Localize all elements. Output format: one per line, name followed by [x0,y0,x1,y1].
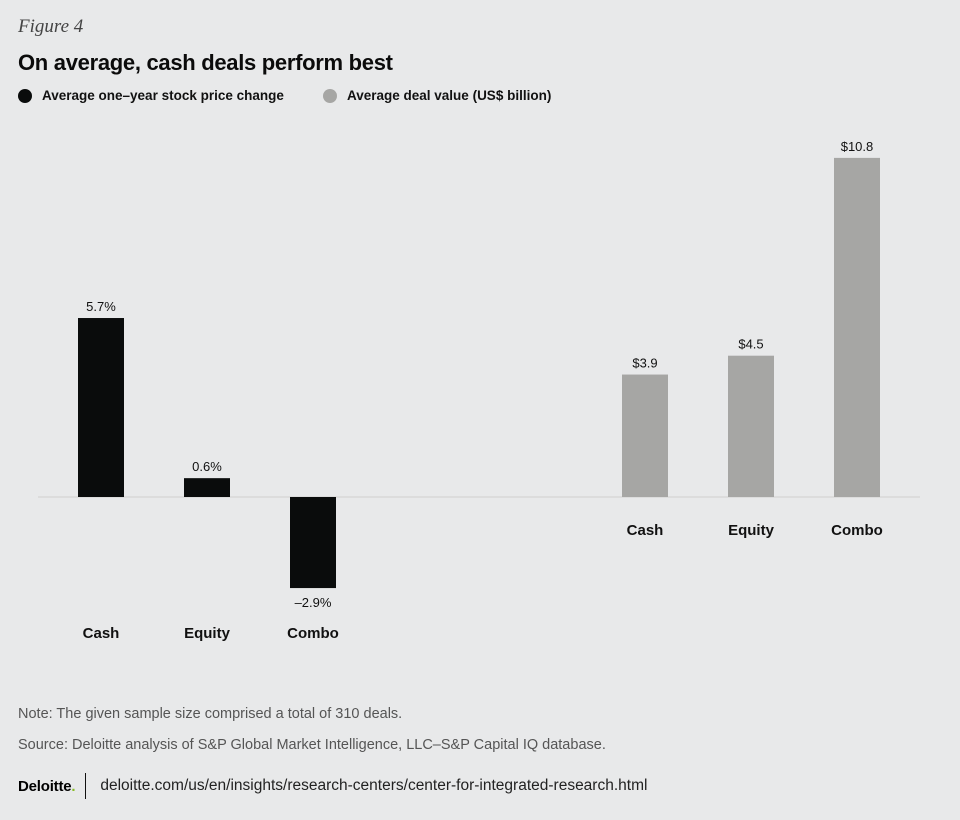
figure-label: Figure 4 [18,16,84,37]
legend-swatch-black [18,88,32,103]
logo-text: Deloitte [18,777,72,795]
data-label: $10.8 [841,139,874,154]
footer-url-link[interactable]: deloitte.com/us/en/insights/research-cen… [100,777,648,794]
legend-label: Average one–year stock price change [42,88,284,103]
category-label: Cash [83,625,120,642]
logo-dot: . [71,777,76,795]
note-text: Note: The given sample size comprised a … [18,706,403,722]
bar-stock-change-equity [184,478,230,497]
footer: Deloitte. deloitte.com/us/en/insights/re… [18,772,647,800]
bar-stock-change-cash [78,318,124,497]
data-label: 5.7% [86,299,116,314]
category-label: Combo [831,522,883,539]
bar-stock-change-combo [290,497,336,589]
data-label: $4.5 [738,337,763,352]
category-label: Cash [627,522,664,539]
category-label: Equity [184,625,230,642]
source-text: Source: Deloitte analysis of S&P Global … [18,737,606,753]
category-label: Combo [287,625,339,642]
bar-deal-value-equity [728,355,774,497]
bar-deal-value-cash [622,374,668,497]
data-label: 0.6% [192,459,222,474]
data-label: $3.9 [632,356,657,371]
category-label: Equity [728,522,774,539]
data-label: –2.9% [295,595,332,610]
legend-item-stock-change: Average one–year stock price change [18,88,284,103]
bar-chart: 5.7% Cash 0.6% Equity –2.9% Combo $3.9 Cash $4.5… [38,139,920,642]
footer-divider [85,773,87,799]
bar-deal-value-combo [834,157,880,497]
legend: Average one–year stock price change Aver… [18,88,918,108]
chart-title: On average, cash deals perform best [18,50,393,75]
legend-item-deal-value: Average deal value (US$ billion) [323,88,551,103]
legend-label: Average deal value (US$ billion) [347,88,552,103]
legend-swatch-gray [323,88,337,103]
deloitte-logo: Deloitte. [18,777,76,795]
